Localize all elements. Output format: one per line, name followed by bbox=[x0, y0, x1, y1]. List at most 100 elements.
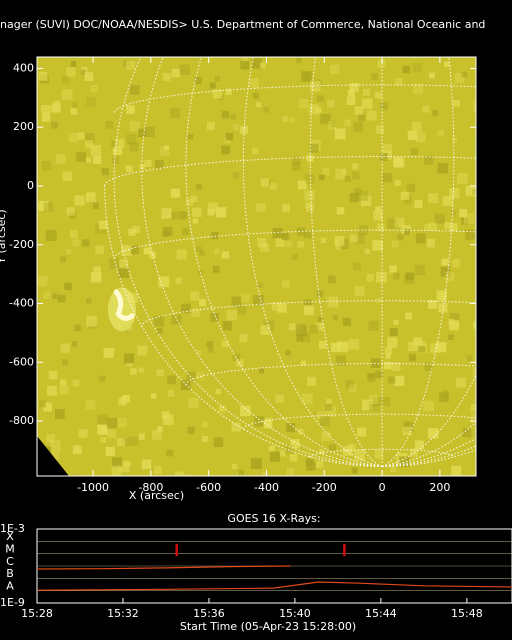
noise-pixel bbox=[98, 375, 106, 382]
noise-pixel bbox=[325, 406, 336, 417]
x-tick-label: 15:32 bbox=[107, 607, 139, 620]
noise-pixel bbox=[197, 269, 203, 275]
noise-pixel bbox=[394, 179, 401, 186]
noise-pixel bbox=[43, 291, 51, 299]
noise-pixel bbox=[191, 308, 201, 318]
noise-pixel bbox=[353, 262, 362, 271]
noise-pixel bbox=[256, 202, 266, 212]
noise-pixel bbox=[387, 337, 398, 348]
noise-pixel bbox=[68, 132, 79, 143]
noise-pixel bbox=[57, 294, 66, 303]
noise-pixel bbox=[252, 92, 260, 100]
noise-pixel bbox=[185, 198, 194, 206]
chart-title: GOES 16 X-Rays: bbox=[227, 512, 320, 525]
noise-pixel bbox=[418, 341, 426, 348]
noise-pixel bbox=[86, 96, 96, 107]
noise-pixel bbox=[62, 171, 73, 181]
noise-pixel bbox=[285, 350, 291, 356]
noise-pixel bbox=[275, 237, 285, 247]
noise-pixel bbox=[39, 400, 46, 408]
noise-pixel bbox=[277, 303, 287, 313]
noise-pixel bbox=[402, 426, 412, 436]
noise-pixel bbox=[93, 266, 101, 274]
noise-pixel bbox=[206, 341, 214, 348]
noise-pixel bbox=[350, 234, 359, 243]
noise-pixel bbox=[317, 410, 326, 419]
noise-pixel bbox=[292, 156, 301, 165]
noise-pixel bbox=[103, 347, 114, 358]
noise-pixel bbox=[388, 376, 396, 384]
noise-pixel bbox=[334, 236, 345, 246]
noise-pixel bbox=[156, 369, 164, 377]
y-tick-label: -600 bbox=[9, 355, 34, 368]
noise-pixel bbox=[286, 423, 296, 433]
x-tick-label: 15:48 bbox=[451, 607, 483, 620]
grid-curve bbox=[381, 57, 455, 467]
noise-pixel bbox=[118, 461, 130, 473]
noise-pixel bbox=[130, 121, 140, 132]
noise-pixel bbox=[289, 116, 295, 123]
noise-pixel bbox=[210, 313, 219, 322]
noise-pixel bbox=[295, 325, 307, 337]
noise-pixel bbox=[450, 209, 457, 216]
noise-pixel bbox=[362, 98, 373, 109]
noise-pixel bbox=[465, 185, 476, 197]
noise-pixel bbox=[161, 208, 172, 219]
noise-pixel bbox=[453, 100, 460, 107]
noise-pixel bbox=[84, 72, 94, 81]
noise-pixel bbox=[47, 385, 57, 396]
noise-pixel bbox=[415, 132, 426, 142]
noise-pixel bbox=[105, 446, 115, 456]
noise-pixel bbox=[344, 175, 351, 182]
noise-pixel bbox=[466, 355, 473, 361]
noise-pixel bbox=[74, 195, 85, 206]
noise-pixel bbox=[199, 250, 205, 256]
noise-pixel bbox=[354, 188, 362, 196]
noise-pixel bbox=[132, 225, 140, 234]
noise-pixel bbox=[451, 465, 462, 476]
noise-pixel bbox=[251, 147, 259, 155]
noise-pixel bbox=[85, 192, 96, 203]
noise-pixel bbox=[327, 275, 336, 284]
noise-pixel bbox=[470, 412, 476, 423]
noise-pixel bbox=[423, 400, 435, 412]
noise-pixel bbox=[43, 202, 54, 212]
noise-pixel bbox=[70, 230, 78, 239]
noise-pixel bbox=[46, 434, 56, 443]
noise-pixel bbox=[406, 183, 416, 192]
noise-pixel bbox=[55, 154, 66, 164]
noise-pixel bbox=[328, 444, 336, 452]
noise-pixel bbox=[202, 436, 209, 443]
noise-pixel bbox=[441, 260, 447, 266]
noise-pixel bbox=[239, 333, 248, 342]
noise-pixel bbox=[66, 207, 75, 216]
noise-pixel bbox=[258, 368, 265, 374]
noise-pixel bbox=[444, 61, 450, 67]
noise-pixel bbox=[214, 75, 221, 82]
noise-pixel bbox=[303, 305, 314, 316]
noise-pixel bbox=[424, 155, 434, 165]
noise-pixel bbox=[162, 230, 169, 237]
noise-pixel bbox=[112, 457, 123, 468]
x-tick-label: -1000 bbox=[77, 481, 109, 494]
noise-pixel bbox=[188, 397, 199, 408]
noise-pixel bbox=[129, 85, 140, 95]
x-tick-label: 200 bbox=[429, 481, 450, 494]
noise-pixel bbox=[389, 328, 398, 336]
noise-pixel bbox=[309, 143, 319, 153]
noise-pixel bbox=[460, 217, 469, 225]
noise-pixel bbox=[250, 458, 262, 470]
noise-pixel bbox=[232, 353, 241, 361]
noise-pixel bbox=[221, 145, 231, 155]
noise-pixel bbox=[66, 67, 76, 77]
noise-pixel bbox=[319, 174, 325, 181]
noise-pixel bbox=[105, 120, 114, 129]
noise-pixel bbox=[321, 431, 331, 442]
noise-pixel bbox=[166, 449, 174, 457]
x-axis-label: Start Time (05-Apr-23 15:28:00) bbox=[180, 620, 356, 633]
noise-pixel bbox=[226, 309, 237, 321]
noise-pixel bbox=[306, 154, 314, 162]
noise-pixel bbox=[415, 233, 426, 244]
noise-pixel bbox=[404, 273, 415, 284]
